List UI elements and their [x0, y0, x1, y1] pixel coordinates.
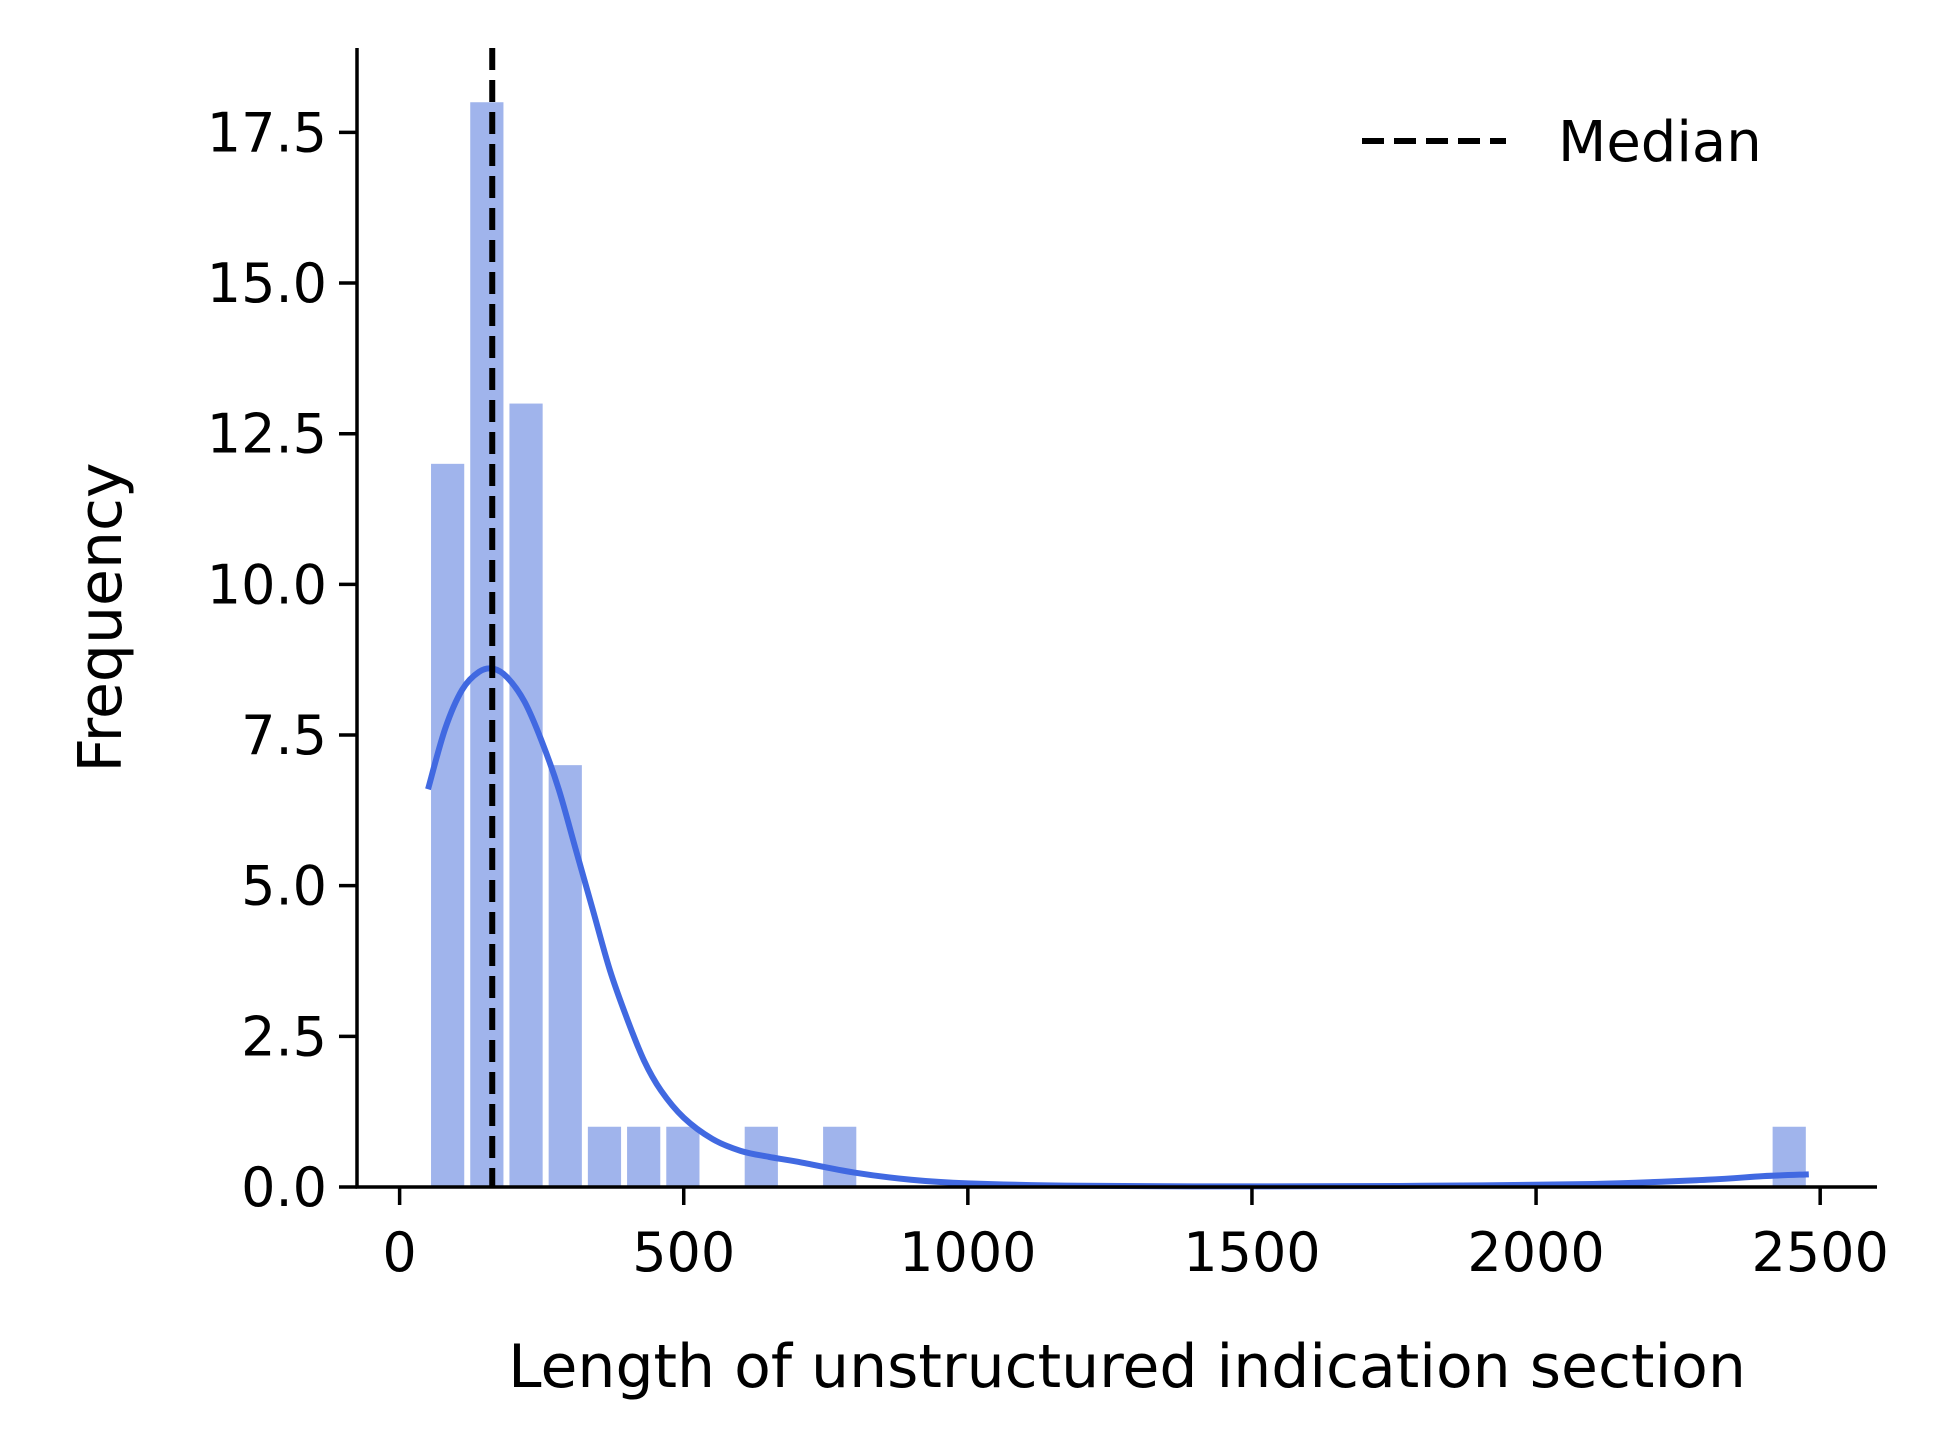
histogram-bars	[431, 102, 1806, 1188]
legend-median-label: Median	[1558, 110, 1762, 175]
axes	[355, 48, 1877, 1189]
x-tick-label: 500	[632, 1221, 735, 1284]
kde-curve	[425, 665, 1809, 1190]
y-tick-label: 5.0	[241, 855, 327, 918]
kde-curve-group	[425, 665, 1809, 1190]
x-tick-label: 2500	[1751, 1221, 1888, 1284]
x-tick-label: 1500	[1183, 1221, 1320, 1284]
y-tick-label: 0.0	[241, 1156, 327, 1219]
histogram-bar-0	[431, 463, 465, 1188]
y-tick-label: 15.0	[207, 252, 327, 315]
y-tick-label: 12.5	[207, 403, 327, 466]
y-tick-label: 2.5	[241, 1005, 327, 1068]
histogram-bar-1	[470, 102, 504, 1188]
histogram-bar-8	[823, 1126, 857, 1187]
x-tick-label: 1000	[899, 1221, 1036, 1284]
x-axis-label: Length of unstructured indication sectio…	[508, 1332, 1746, 1402]
histogram-bar-4	[587, 1126, 622, 1187]
histogram-bar-6	[666, 1126, 700, 1187]
histogram-bar-5	[627, 1126, 661, 1187]
y-tick-label: 7.5	[241, 704, 327, 767]
y-axis-ticks: 0.0 2.5 5.0 7.5 10.0 12.5 15.0 17.5	[207, 101, 357, 1219]
y-tick-label: 17.5	[207, 101, 327, 164]
histogram-bar-2	[509, 403, 543, 1187]
legend: Median	[1362, 110, 1762, 175]
y-tick-label: 10.0	[207, 553, 327, 616]
x-tick-label: 0	[382, 1221, 416, 1284]
y-axis-label: Frequency	[66, 463, 136, 773]
x-tick-label: 2000	[1467, 1221, 1604, 1284]
x-axis-ticks: 0 500 1000 1500 2000 2500	[382, 1187, 1889, 1284]
histogram-bar-3	[548, 765, 582, 1187]
